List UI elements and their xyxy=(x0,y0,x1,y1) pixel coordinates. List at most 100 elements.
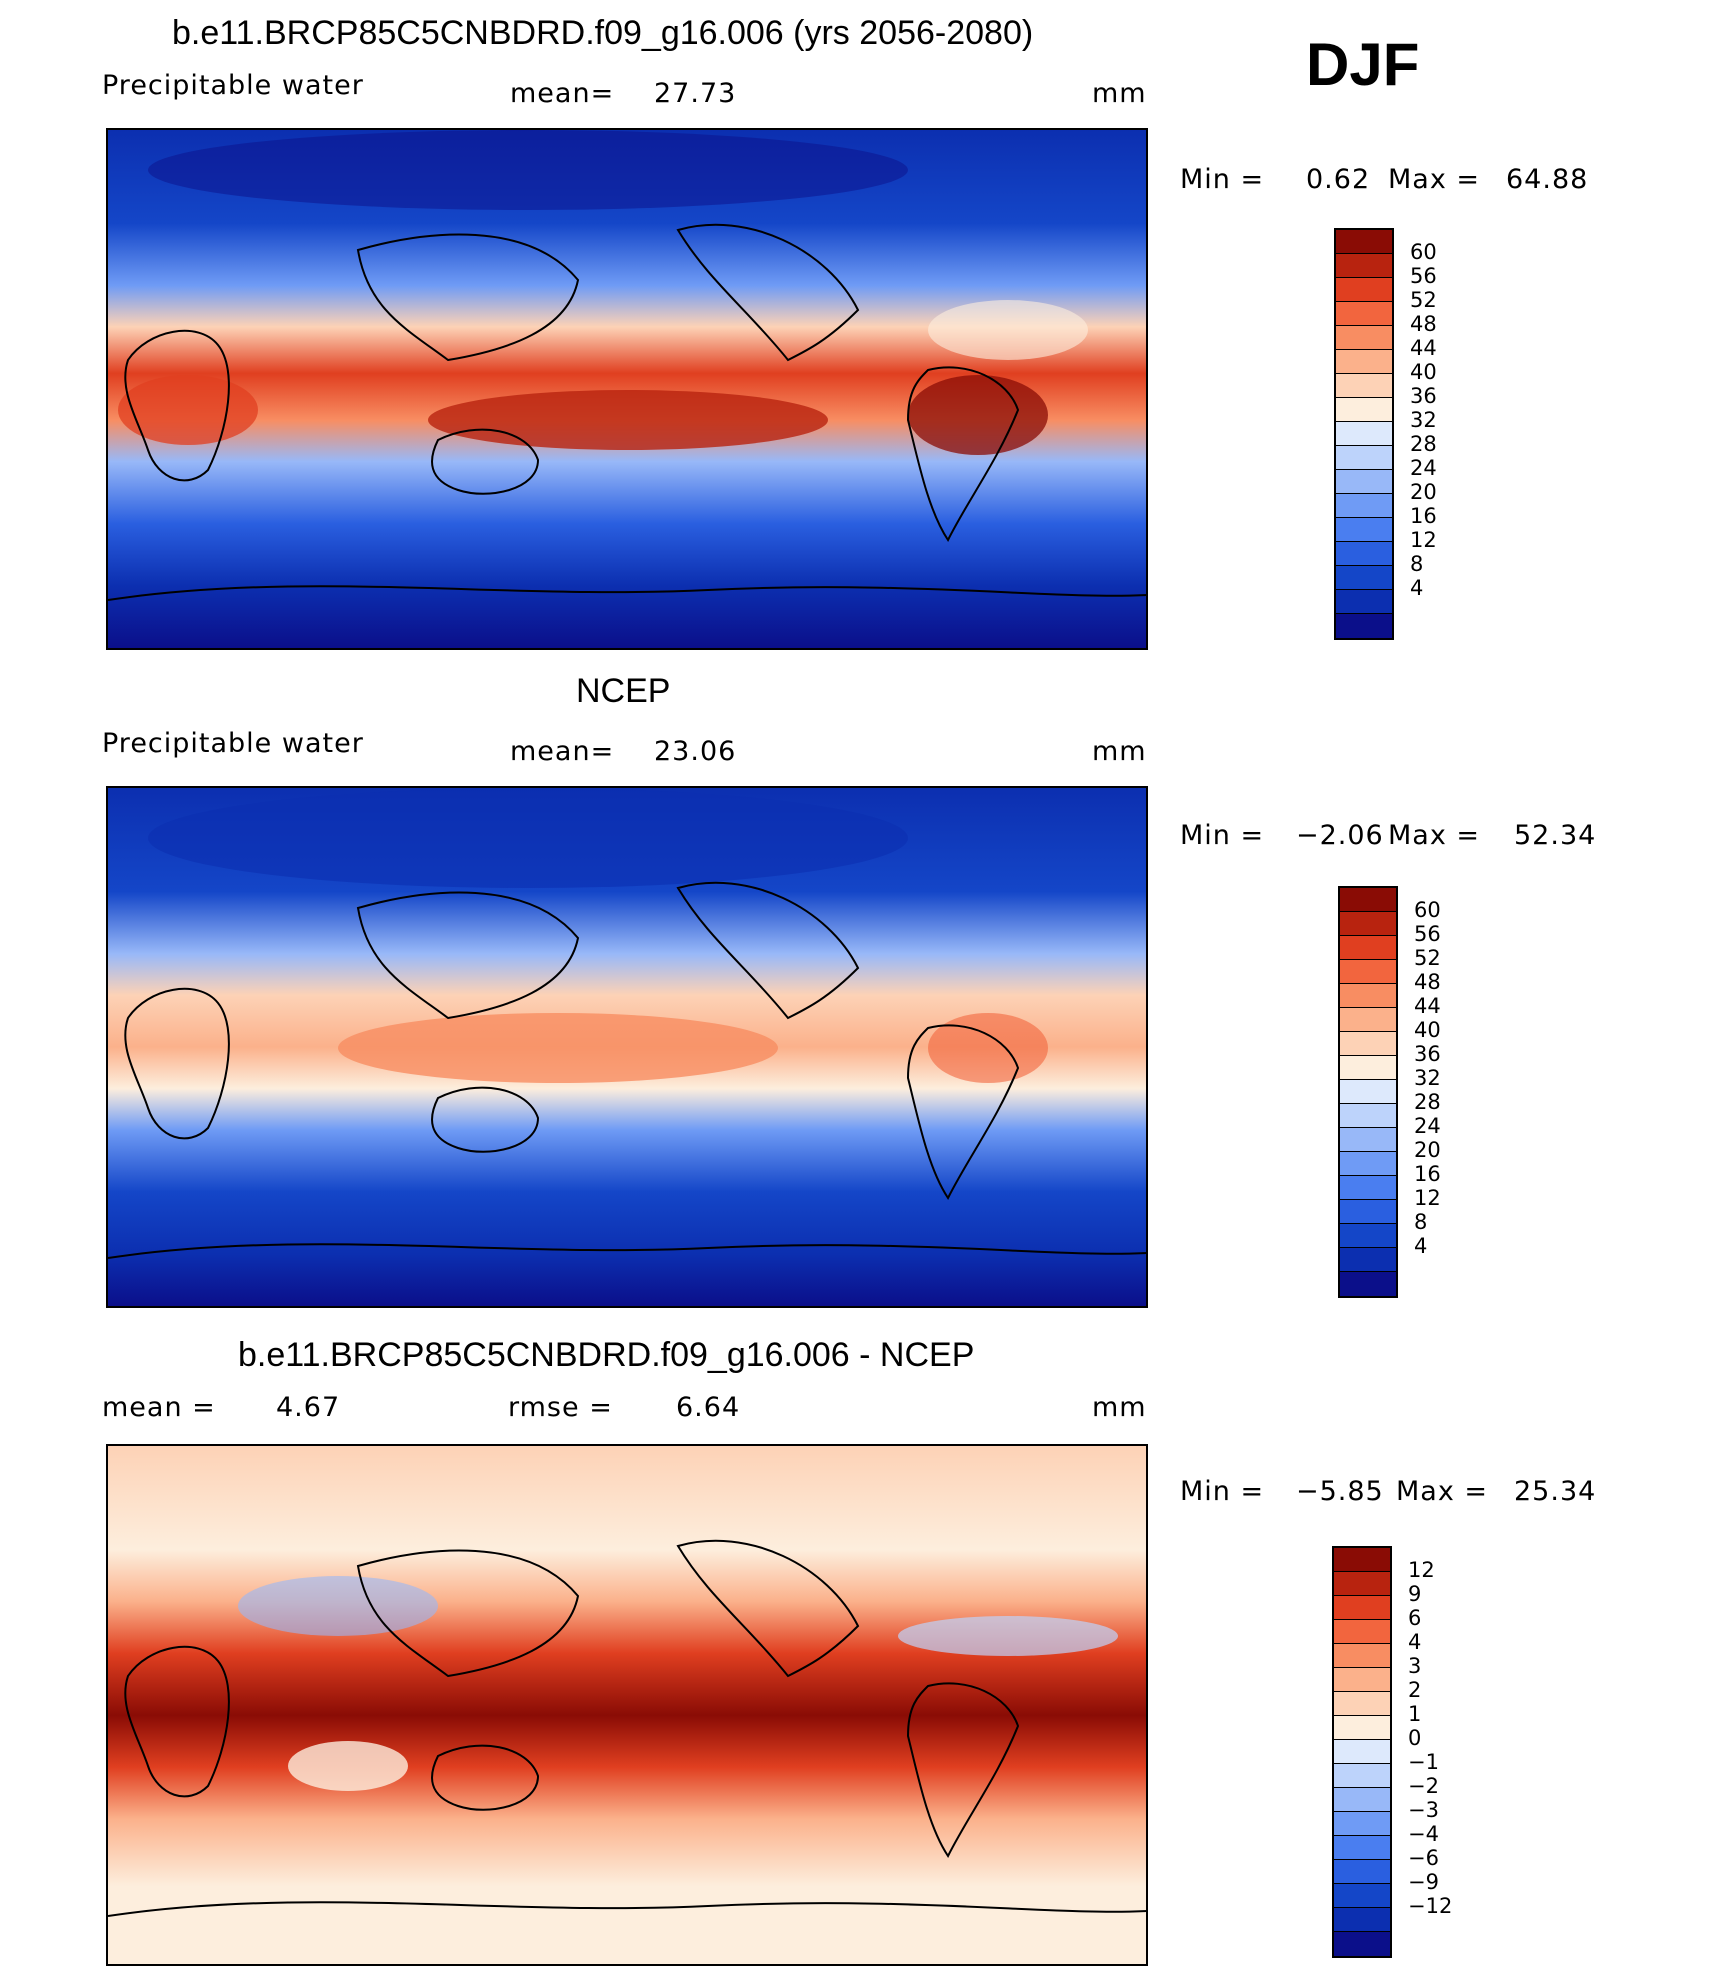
panel3-min-label: Min = xyxy=(1180,1476,1265,1507)
colorbar-swatch xyxy=(1340,1248,1396,1272)
colorbar-tick-label: 36 xyxy=(1410,384,1437,408)
panel3-neg-anomaly-atl xyxy=(898,1616,1118,1656)
colorbar-tick-label: −12 xyxy=(1408,1894,1453,1918)
panel1-warm-pool xyxy=(428,390,828,450)
colorbar-swatch xyxy=(1340,1176,1396,1200)
colorbar-tick-label: 16 xyxy=(1410,504,1437,528)
colorbar-tick-label: 24 xyxy=(1410,456,1437,480)
colorbar-swatch xyxy=(1340,1080,1396,1104)
colorbar-swatch xyxy=(1340,1104,1396,1128)
colorbar-tick-label: 20 xyxy=(1410,480,1437,504)
panel3-min-value: −5.85 xyxy=(1296,1476,1384,1507)
colorbar-tick-label: 28 xyxy=(1414,1090,1441,1114)
panel1-colorbar xyxy=(1334,228,1394,640)
colorbar-swatch xyxy=(1334,1596,1390,1620)
colorbar-swatch xyxy=(1334,1716,1390,1740)
panel3-rmse-label: rmse = xyxy=(508,1392,613,1423)
colorbar-swatch xyxy=(1334,1836,1390,1860)
colorbar-tick-label: 56 xyxy=(1414,922,1441,946)
colorbar-tick-label: 40 xyxy=(1414,1018,1441,1042)
panel1-caribbean xyxy=(928,300,1088,360)
colorbar-swatch xyxy=(1334,1620,1390,1644)
colorbar-tick-label: 0 xyxy=(1408,1726,1422,1750)
colorbar-swatch xyxy=(1340,1200,1396,1224)
colorbar-tick-label: 60 xyxy=(1414,898,1441,922)
colorbar-tick-label: 4 xyxy=(1414,1234,1428,1258)
colorbar-swatch xyxy=(1340,984,1396,1008)
panel1-mean-value: 27.73 xyxy=(654,78,737,109)
colorbar-tick-label: 44 xyxy=(1414,994,1441,1018)
panel2-amazon xyxy=(928,1013,1048,1083)
colorbar-tick-label: 52 xyxy=(1410,288,1437,312)
panel2-arctic xyxy=(148,788,908,888)
colorbar-tick-label: −1 xyxy=(1408,1750,1439,1774)
colorbar-tick-label: −4 xyxy=(1408,1822,1439,1846)
colorbar-swatch xyxy=(1336,302,1392,326)
colorbar-swatch xyxy=(1334,1932,1390,1956)
colorbar-tick-label: 12 xyxy=(1410,528,1437,552)
colorbar-swatch xyxy=(1334,1884,1390,1908)
colorbar-swatch xyxy=(1340,1152,1396,1176)
colorbar-swatch xyxy=(1334,1668,1390,1692)
panel1-arctic xyxy=(148,130,908,210)
colorbar-swatch xyxy=(1336,326,1392,350)
colorbar-swatch xyxy=(1340,1272,1396,1296)
panel3-max-label: Max = xyxy=(1396,1476,1489,1507)
panel1-variable: Precipitable water xyxy=(102,70,364,101)
colorbar-swatch xyxy=(1334,1860,1390,1884)
panel2-colorbar xyxy=(1338,886,1398,1298)
colorbar-tick-label: −2 xyxy=(1408,1774,1439,1798)
colorbar-swatch xyxy=(1336,374,1392,398)
colorbar-swatch xyxy=(1336,542,1392,566)
colorbar-tick-label: 8 xyxy=(1410,552,1424,576)
panel2-mean-value: 23.06 xyxy=(654,736,737,767)
panel2-mean-label: mean= xyxy=(510,736,615,767)
panel1-mean-label: mean= xyxy=(510,78,615,109)
colorbar-swatch xyxy=(1336,446,1392,470)
colorbar-tick-label: 52 xyxy=(1414,946,1441,970)
panel2-max-label: Max = xyxy=(1388,820,1481,851)
panel3-mean-value: 4.67 xyxy=(276,1392,341,1423)
colorbar-swatch xyxy=(1336,278,1392,302)
colorbar-swatch xyxy=(1336,518,1392,542)
colorbar-tick-label: 12 xyxy=(1408,1558,1435,1582)
panel1-map-svg xyxy=(108,130,1146,648)
colorbar-tick-label: −3 xyxy=(1408,1798,1439,1822)
panel2-units: mm xyxy=(1092,736,1147,767)
colorbar-tick-label: 48 xyxy=(1414,970,1441,994)
panel1-min-value: 0.62 xyxy=(1306,164,1371,195)
panel1-max-label: Max = xyxy=(1388,164,1481,195)
colorbar-tick-label: 48 xyxy=(1410,312,1437,336)
panel2-map-svg xyxy=(108,788,1146,1306)
panel2-warm-pool xyxy=(338,1013,778,1083)
panel3-indian-ocean xyxy=(288,1741,408,1791)
panel3-map xyxy=(106,1444,1148,1966)
colorbar-swatch xyxy=(1336,470,1392,494)
panel3-neg-anomaly xyxy=(238,1576,438,1636)
colorbar-tick-label: 28 xyxy=(1410,432,1437,456)
colorbar-swatch xyxy=(1336,350,1392,374)
colorbar-tick-label: 3 xyxy=(1408,1654,1422,1678)
colorbar-swatch xyxy=(1334,1788,1390,1812)
panel1-min-label: Min = xyxy=(1180,164,1265,195)
panel3-rmse-value: 6.64 xyxy=(676,1392,741,1423)
colorbar-swatch xyxy=(1336,254,1392,278)
colorbar-swatch xyxy=(1336,230,1392,254)
colorbar-swatch xyxy=(1340,1032,1396,1056)
colorbar-tick-label: 24 xyxy=(1414,1114,1441,1138)
panel3-field xyxy=(108,1446,1146,1964)
colorbar-tick-label: −6 xyxy=(1408,1846,1439,1870)
colorbar-swatch xyxy=(1334,1692,1390,1716)
colorbar-swatch xyxy=(1340,1128,1396,1152)
colorbar-swatch xyxy=(1340,912,1396,936)
colorbar-tick-label: 4 xyxy=(1410,576,1424,600)
colorbar-tick-label: 6 xyxy=(1408,1606,1422,1630)
colorbar-tick-label: 32 xyxy=(1410,408,1437,432)
colorbar-tick-label: 40 xyxy=(1410,360,1437,384)
colorbar-swatch xyxy=(1336,398,1392,422)
colorbar-swatch xyxy=(1336,494,1392,518)
colorbar-swatch xyxy=(1340,888,1396,912)
season-label: DJF xyxy=(1306,31,1420,98)
panel2-max-value: 52.34 xyxy=(1514,820,1597,851)
panel1-coastlines xyxy=(108,223,1146,601)
